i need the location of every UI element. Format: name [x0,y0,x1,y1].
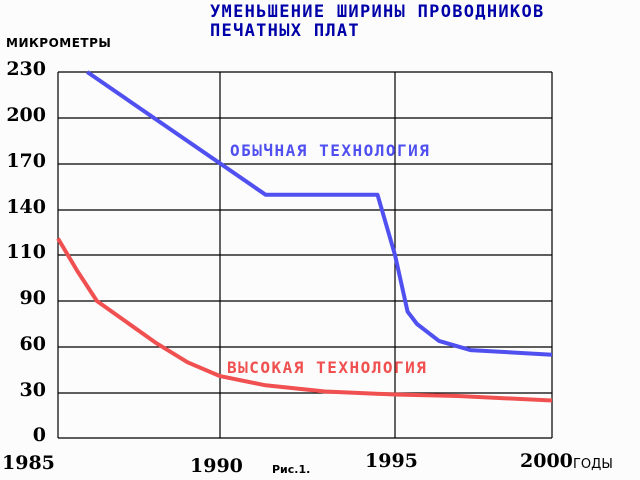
y-tick-label: 170 [6,150,46,172]
y-tick-label: 200 [6,104,46,126]
y-tick-label: 230 [6,58,46,80]
y-tick-label: 90 [19,287,46,309]
y-tick-label: 140 [6,196,46,218]
chart-title-line1: УМЕНЬШЕНИЕ ШИРИНЫ ПРОВОДНИКОВ [210,2,545,22]
x-tick-label: 1990 [190,455,243,477]
chart-title: УМЕНЬШЕНИЕ ШИРИНЫ ПРОВОДНИКОВ ПЕЧАТНЫХ П… [210,3,545,41]
x-tick-label: 1995 [365,450,418,472]
y-tick-label: 110 [6,241,46,263]
y-tick-label: 30 [19,379,46,401]
chart-title-line2: ПЕЧАТНЫХ ПЛАТ [210,21,360,41]
x-tick-label: 1985 [2,452,55,474]
series-line-advanced [56,237,553,403]
series-label-advanced: ВЫСОКАЯ ТЕХНОЛОГИЯ [227,358,428,377]
series-label-standard: ОБЫЧНАЯ ТЕХНОЛОГИЯ [230,141,431,160]
series-line-standard [86,70,553,357]
x-axis-unit: ГОДЫ [573,457,613,472]
figure-caption: Рис.1. [272,463,311,476]
x-tick-label: 2000 [520,450,573,472]
y-tick-label: 0 [32,424,46,446]
y-tick-label: 60 [19,333,46,355]
y-axis-label: МИКРОМЕТРЫ [6,36,112,50]
